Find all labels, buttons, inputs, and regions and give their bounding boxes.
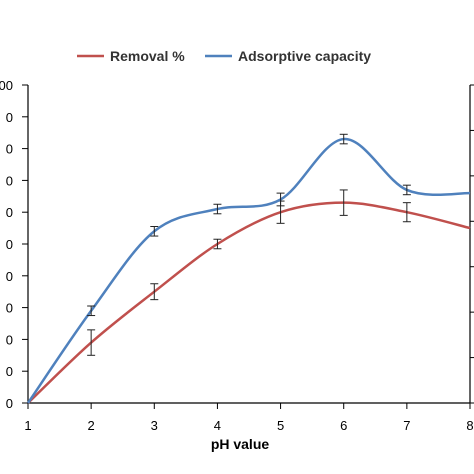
x-tick-label: 5	[277, 418, 284, 433]
x-tick-label: 8	[466, 418, 473, 433]
x-axis-ticks: 1 2 3 4 5 6 7 8	[24, 403, 474, 433]
x-tick-label: 4	[214, 418, 221, 433]
x-tick-label: 3	[151, 418, 158, 433]
y-tick-label: 0	[6, 205, 13, 220]
x-tick-label: 6	[340, 418, 347, 433]
x-tick-label: 7	[403, 418, 410, 433]
y-tick-label: 0	[6, 110, 13, 125]
x-tick-label: 1	[24, 418, 31, 433]
right-axis-ticks	[470, 84, 474, 404]
y-tick-label: 0	[6, 173, 13, 188]
y-tick-label: 0	[6, 301, 13, 316]
series-line-0	[27, 201, 471, 404]
y-tick-label: 0	[6, 142, 13, 157]
legend: Removal % Adsorptive capacity	[77, 48, 371, 64]
y-tick-label: 0	[6, 237, 13, 252]
y-tick-label: 0	[6, 364, 13, 379]
legend-label-removal: Removal %	[110, 48, 185, 64]
x-axis-label: pH value	[211, 436, 270, 452]
y-tick-label: 0	[6, 396, 13, 411]
y-tick-label: 0	[6, 269, 13, 284]
series-layer	[26, 133, 471, 404]
x-tick-label: 2	[88, 418, 95, 433]
y-tick-label: 0	[6, 332, 13, 347]
y-tick-label: 00	[0, 78, 13, 93]
legend-label-adsorptive: Adsorptive capacity	[238, 48, 371, 64]
series-line-1	[26, 137, 471, 404]
